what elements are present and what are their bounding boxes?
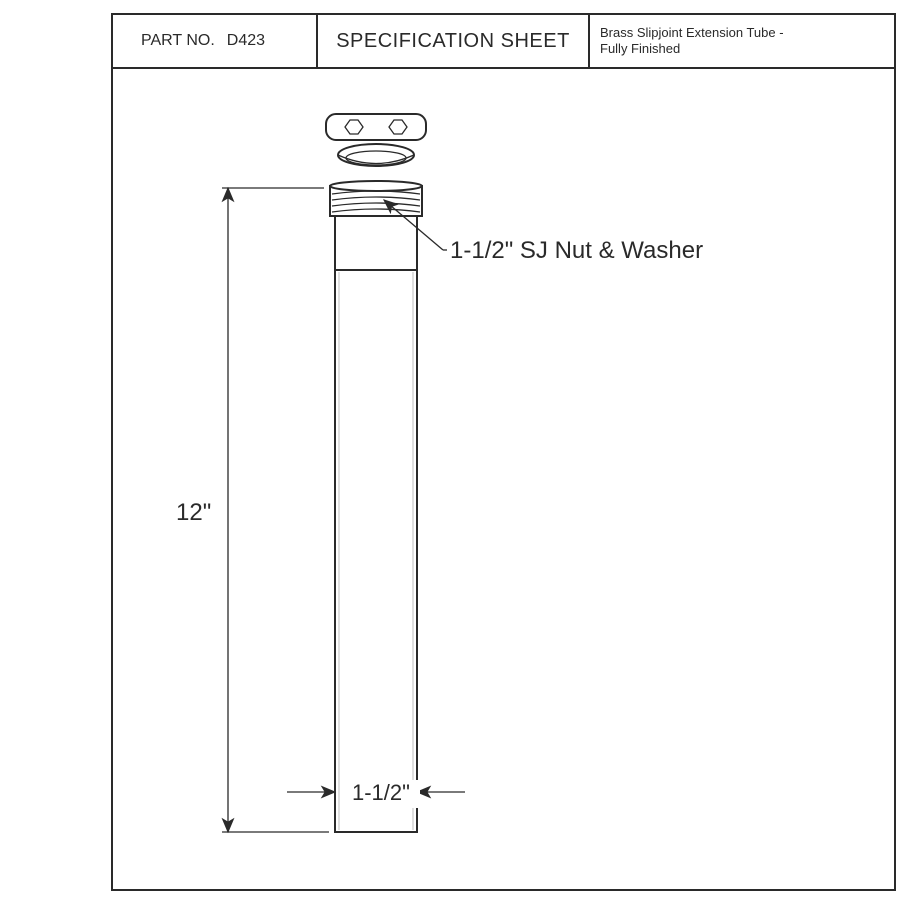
- dim-height-label: 12": [176, 499, 211, 526]
- dim-width-label: 1-1/2": [352, 780, 410, 805]
- technical-drawing: 12" 1-1/2" 1-1/2" SJ Nut & Washer: [0, 0, 903, 903]
- tube-body: [335, 270, 417, 832]
- tube-collar: [335, 216, 417, 270]
- callout-label: 1-1/2" SJ Nut & Washer: [450, 237, 703, 264]
- nut-body: [326, 114, 426, 140]
